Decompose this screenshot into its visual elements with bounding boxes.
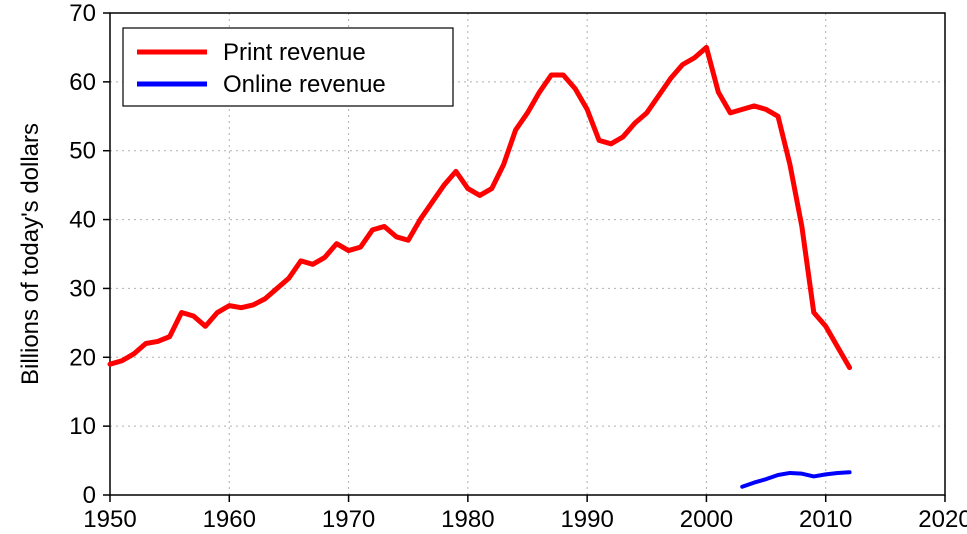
x-tick-label: 2000 [680, 506, 733, 533]
y-tick-label: 50 [69, 138, 96, 165]
y-tick-label: 30 [69, 275, 96, 302]
revenue-line-chart: 1950 1960 1970 1980 1990 2000 2010 2020 0 10 20 30 4… [0, 0, 967, 534]
y-tick-label: 40 [69, 207, 96, 234]
x-tick-label: 1990 [560, 506, 613, 533]
x-tick-label: 1970 [322, 506, 375, 533]
x-tick-label: 1960 [203, 506, 256, 533]
chart-svg: 1950 1960 1970 1980 1990 2000 2010 2020 0 10 20 30 4… [0, 0, 967, 534]
y-tick-label: 0 [83, 482, 96, 509]
y-tick-label: 20 [69, 344, 96, 371]
x-tick-label: 2020 [918, 506, 967, 533]
y-tick-label: 60 [69, 69, 96, 96]
x-tick-label: 2010 [799, 506, 852, 533]
y-axis-title: Billions of today's dollars [17, 123, 44, 385]
legend-label: Print revenue [223, 39, 366, 66]
y-tick-label: 10 [69, 413, 96, 440]
legend-label: Online revenue [223, 71, 386, 98]
x-tick-label: 1950 [83, 506, 136, 533]
x-tick-label: 1980 [441, 506, 494, 533]
y-tick-label: 70 [69, 0, 96, 27]
